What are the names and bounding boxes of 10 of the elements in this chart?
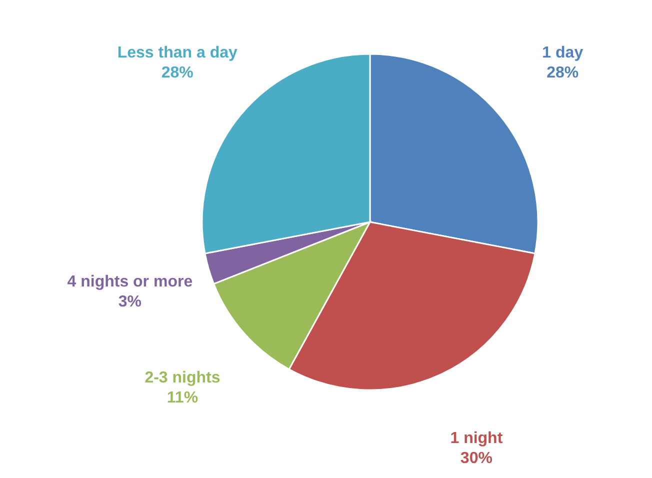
slice-label: 4 nights or more [67,274,193,291]
slice-label: 1 night [450,430,504,448]
data-label: 28% [161,64,194,82]
data-label: 11% [166,389,198,406]
data-label: 28% [546,64,579,82]
slice-label: 1 day [542,44,584,62]
slice-label: 2-3 nights [144,369,220,386]
data-label: 30% [460,450,492,468]
data-label: 3% [118,294,142,311]
slice-label: Less than a day [117,44,238,62]
